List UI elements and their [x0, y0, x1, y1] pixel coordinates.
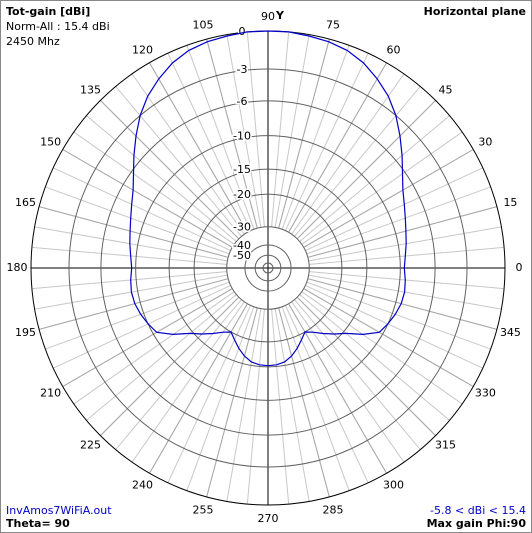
chart-title: Tot-gain [dBi] — [6, 5, 90, 18]
angle-tick-label: 135 — [80, 84, 101, 97]
angle-tick-label: 330 — [475, 387, 496, 400]
r-tick-label: 0 — [239, 25, 246, 38]
angle-tick-label: 225 — [80, 438, 101, 451]
angle-tick-label: 210 — [40, 387, 61, 400]
file-name: InvAmos7WiFiA.out — [6, 504, 112, 517]
angle-tick-label: 285 — [322, 503, 343, 516]
r-tick-label: -10 — [233, 130, 251, 143]
theta: Theta= 90 — [6, 517, 70, 530]
ring — [244, 244, 292, 292]
angle-tick-label: 60 — [387, 44, 401, 57]
ring — [226, 226, 310, 310]
r-tick-label: -15 — [233, 163, 251, 176]
angle-tick-label: 90 — [261, 10, 275, 23]
center-dot — [262, 262, 274, 274]
angle-tick-label: 75 — [326, 19, 340, 32]
subtitle: Norm-All : 15.4 dBi — [6, 20, 110, 33]
angle-tick-label: 345 — [500, 326, 521, 339]
r-tick-label: -50 — [233, 249, 251, 262]
ring — [193, 193, 343, 343]
ring — [168, 168, 368, 368]
angle-tick-label: 240 — [132, 478, 153, 491]
ring — [100, 100, 436, 436]
axis-label: Y — [275, 9, 285, 22]
r-tick-label: -20 — [233, 188, 251, 201]
max-gain: Max gain Phi:90 — [427, 517, 527, 530]
angle-tick-label: 105 — [193, 19, 214, 32]
angle-tick-label: 30 — [478, 136, 492, 149]
frequency: 2450 Mhz — [6, 35, 60, 48]
angle-tick-label: 315 — [435, 438, 456, 451]
range-note: -5.8 < dBi < 15.4 — [430, 504, 526, 517]
ring — [254, 254, 282, 282]
angle-tick-label: 270 — [258, 512, 279, 525]
angle-tick-label: 300 — [383, 478, 404, 491]
angle-tick-label: 15 — [503, 196, 517, 209]
r-tick-label: -40 — [233, 239, 251, 252]
angle-tick-label: 120 — [132, 44, 153, 57]
angle-tick-label: 0 — [516, 261, 523, 274]
angle-tick-label: 180 — [7, 261, 28, 274]
r-tick-label: -3 — [237, 63, 248, 76]
ring — [135, 135, 401, 401]
plane: Horizontal plane — [424, 5, 526, 18]
r-tick-label: -30 — [233, 221, 251, 234]
angle-tick-label: 195 — [15, 326, 36, 339]
angle-tick-label: 45 — [438, 84, 452, 97]
r-tick-label: -6 — [237, 95, 248, 108]
angle-tick-label: 150 — [40, 136, 61, 149]
angle-tick-label: 165 — [15, 196, 36, 209]
ring — [68, 68, 468, 468]
pattern-line — [129, 30, 407, 367]
angle-tick-label: 255 — [193, 503, 214, 516]
